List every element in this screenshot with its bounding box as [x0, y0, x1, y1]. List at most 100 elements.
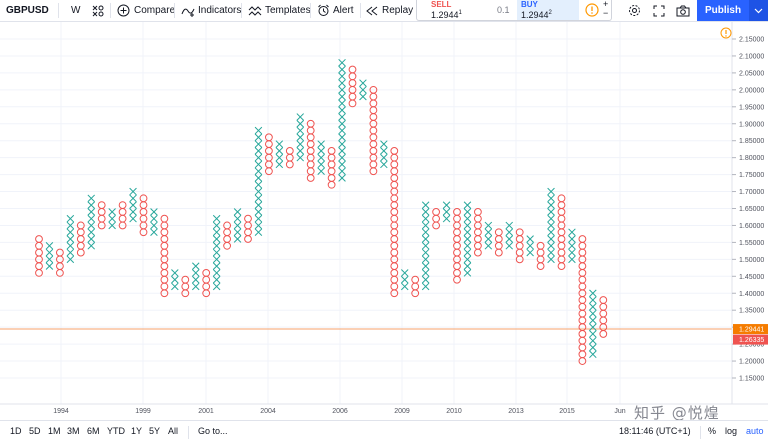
x-mark: [254, 187, 263, 196]
x-mark: [421, 228, 430, 236]
publish-button[interactable]: Publish: [697, 0, 749, 21]
o-column: [474, 207, 482, 257]
o-mark: [453, 269, 461, 277]
alert-button[interactable]: Alert: [317, 0, 354, 21]
range-5y-button[interactable]: 5Y: [149, 426, 161, 436]
price-tick-label: 2.15000: [739, 37, 764, 44]
x-mark: [338, 86, 346, 94]
price-tick-label: 1.40000: [739, 291, 764, 298]
o-column: [557, 194, 566, 271]
x-mark: [87, 208, 96, 216]
fullscreen-button[interactable]: [653, 0, 665, 21]
o-column: [244, 214, 252, 243]
range-5d-button[interactable]: 5D: [29, 426, 41, 436]
x-mark: [400, 282, 409, 291]
x-mark: [547, 228, 555, 236]
o-mark: [223, 241, 232, 250]
x-column: [296, 113, 305, 162]
x-column: [359, 79, 367, 101]
x-mark: [463, 242, 472, 250]
o-mark: [599, 309, 608, 318]
compare-label: Compare: [134, 5, 176, 16]
snapshot-button[interactable]: [676, 0, 690, 21]
symbol-search-button[interactable]: GBPUSD: [6, 5, 49, 16]
warning-icon[interactable]: [585, 3, 599, 17]
x-mark: [275, 153, 284, 162]
x-mark: [233, 208, 242, 216]
minus-icon[interactable]: −: [603, 8, 609, 18]
o-column: [432, 207, 441, 230]
o-mark: [265, 140, 273, 148]
chart-style-button[interactable]: [92, 0, 104, 21]
o-mark: [285, 160, 294, 169]
x-mark: [212, 235, 221, 243]
quantity-stepper[interactable]: + −: [603, 0, 613, 20]
range-1d-button[interactable]: 1D: [10, 426, 22, 436]
price-tick-label: 1.70000: [739, 189, 764, 196]
o-column: [390, 146, 399, 298]
settings-button[interactable]: [628, 0, 641, 21]
x-mark: [463, 208, 472, 216]
range-ytd-button[interactable]: YTD: [107, 426, 125, 436]
percent-toggle[interactable]: %: [708, 426, 717, 436]
o-mark: [35, 262, 43, 271]
range-3m-button[interactable]: 3M: [67, 426, 80, 436]
price-axis[interactable]: 2.15000 2.10000 2.05000 2.00000 1.95000 1.900…: [732, 37, 764, 383]
o-mark: [369, 99, 378, 108]
range-1y-button[interactable]: 1Y: [131, 426, 143, 436]
o-mark: [35, 241, 43, 250]
range-all-button[interactable]: All: [168, 426, 179, 436]
o-mark: [160, 269, 169, 277]
x-mark: [212, 221, 221, 230]
x-mark: [191, 282, 200, 291]
o-mark: [557, 201, 566, 210]
o-column: [578, 235, 587, 365]
indicators-label: Indicators: [198, 5, 242, 16]
o-mark: [244, 214, 252, 223]
x-column: [338, 58, 346, 182]
o-mark: [223, 221, 232, 230]
range-1m-button[interactable]: 1M: [48, 426, 61, 436]
time-axis[interactable]: 1994 1999 2001 2004 2006 2009 2010 2013 2015 Jun: [53, 408, 626, 415]
o-mark: [453, 235, 461, 243]
replay-button[interactable]: Replay: [366, 0, 413, 21]
indicators-button[interactable]: Indicators: [181, 0, 241, 21]
log-toggle[interactable]: log: [725, 426, 738, 436]
x-mark: [589, 296, 597, 304]
o-mark: [536, 262, 545, 271]
publish-menu-button[interactable]: [749, 0, 768, 21]
price-tick-label: 1.25000: [739, 342, 764, 349]
o-mark: [369, 140, 378, 148]
o-mark: [76, 235, 85, 243]
x-mark: [421, 242, 430, 250]
o-mark: [390, 235, 399, 243]
o-column: [285, 146, 294, 169]
plus-icon[interactable]: +: [603, 0, 609, 9]
o-mark: [390, 146, 399, 155]
o-column: [76, 221, 85, 257]
price-tick-label: 1.20000: [739, 359, 764, 366]
x-mark: [212, 269, 221, 277]
range-6m-button[interactable]: 6M: [87, 426, 100, 436]
clock-timezone[interactable]: 18:11:46 (UTC+1): [619, 426, 691, 436]
compare-button[interactable]: Compare: [117, 0, 175, 21]
x-mark: [338, 167, 346, 175]
templates-button[interactable]: Templates: [248, 0, 311, 21]
o-mark: [369, 106, 378, 115]
chart-warning-icon[interactable]: [720, 27, 732, 39]
buy-button[interactable]: BUY 1.29442: [517, 0, 579, 20]
sell-button[interactable]: SELL 1.29441: [417, 0, 495, 20]
x-column: [442, 201, 451, 223]
x-column: [547, 187, 555, 264]
x-mark: [191, 269, 200, 277]
x-mark: [254, 201, 263, 209]
goto-button[interactable]: Go to...: [198, 426, 228, 436]
auto-toggle[interactable]: auto: [746, 426, 764, 436]
o-column: [265, 133, 273, 176]
o-mark: [390, 201, 399, 210]
x-mark: [254, 194, 263, 203]
x-mark: [484, 221, 493, 230]
o-column: [118, 201, 127, 230]
interval-button[interactable]: W: [71, 5, 81, 16]
